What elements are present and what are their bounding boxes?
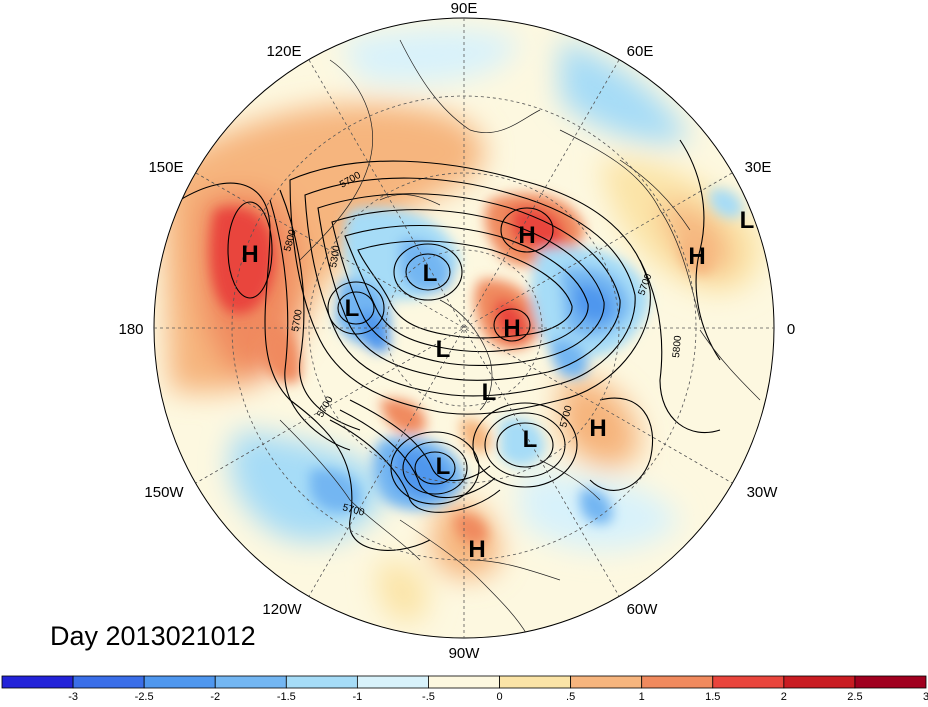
low-center-marker: L <box>423 260 438 287</box>
lon-label-60w: 60W <box>627 601 659 618</box>
high-center-marker: H <box>688 243 705 270</box>
lon-label-120w: 120W <box>262 601 302 618</box>
colorbar-tick-label: -1.5 <box>277 691 296 702</box>
contour-label: 5800 <box>671 335 684 359</box>
lon-label-150e: 150E <box>148 159 183 176</box>
lon-label-90w: 90W <box>449 645 481 662</box>
colorbar-tick-label: 3 <box>923 691 928 702</box>
high-center-marker: H <box>468 536 485 563</box>
low-center-marker: L <box>740 207 755 234</box>
colorbar-tick-label: -2 <box>210 691 220 702</box>
colorbar-swatch <box>214 675 287 689</box>
longitude-labels: 90E 60E 120E 30E 150E 0 180 150W 30W 120… <box>118 0 795 662</box>
day-label: Day 2013021012 <box>50 621 256 651</box>
lon-label-90e: 90E <box>451 0 478 17</box>
colorbar-swatch <box>854 675 927 689</box>
colorbar-swatch <box>641 675 714 689</box>
colorbar-tick-label: 0 <box>496 691 502 702</box>
colorbar-tick-label: 2 <box>781 691 787 702</box>
colorbar-swatch <box>143 675 216 689</box>
colorbar-tick-label: 1.5 <box>705 691 720 702</box>
low-center-marker: L <box>436 336 451 363</box>
colorbar-swatch <box>1 675 74 689</box>
lon-label-180: 180 <box>118 321 143 338</box>
high-center-marker: H <box>241 241 258 268</box>
colorbar-swatch <box>356 675 429 689</box>
colorbar-swatch <box>570 675 643 689</box>
colorbar-tick-label: -2.5 <box>135 691 154 702</box>
colorbar-swatch <box>72 675 145 689</box>
lon-label-60e: 60E <box>627 43 654 60</box>
colorbar-swatch <box>285 675 358 689</box>
colorbar-swatch <box>499 675 572 689</box>
colorbar-tick-label: 2.5 <box>847 691 862 702</box>
pressure-centers: H H H H H H L L L L L L L <box>241 207 754 563</box>
low-center-marker: L <box>482 379 497 406</box>
low-center-marker: L <box>436 453 451 480</box>
colorbar-swatch <box>783 675 856 689</box>
colorbar: -3 -2.5 -2 -1.5 -1 -.5 0 .5 1 1.5 2 2.5 3 <box>1 675 928 703</box>
contour-label: 5700 <box>290 308 305 332</box>
lon-label-30w: 30W <box>747 484 779 501</box>
colorbar-tick-label: .5 <box>566 691 575 702</box>
colorbar-tick-label: -1 <box>352 691 362 702</box>
graticule <box>153 17 775 639</box>
colorbar-tick-label: -.5 <box>422 691 435 702</box>
lon-label-120e: 120E <box>266 43 301 60</box>
colorbar-tick-label: -3 <box>68 691 78 702</box>
high-center-marker: H <box>589 415 606 442</box>
height-contours <box>179 139 721 551</box>
contour-label: 5300 <box>328 244 343 268</box>
lon-label-150w: 150W <box>144 484 184 501</box>
low-center-marker: L <box>345 295 360 322</box>
colorbar-tick-label: 1 <box>639 691 645 702</box>
colorbar-swatch <box>712 675 785 689</box>
high-center-marker: H <box>503 315 520 342</box>
low-center-marker: L <box>523 426 538 453</box>
high-center-marker: H <box>518 222 535 249</box>
lon-label-0: 0 <box>787 321 795 338</box>
colorbar-swatch <box>428 675 500 689</box>
lon-label-30e: 30E <box>745 159 772 176</box>
coastlines <box>279 39 761 638</box>
